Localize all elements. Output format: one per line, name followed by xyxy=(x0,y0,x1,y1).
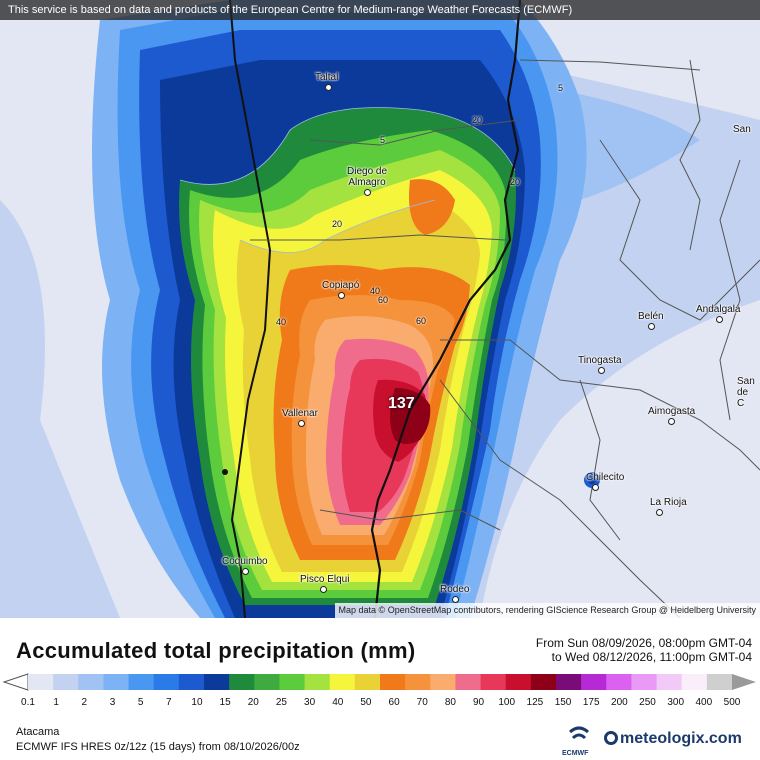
city-label[interactable]: Belén xyxy=(638,311,664,333)
ecmwf-logo-text: ECMWF xyxy=(562,750,589,757)
contour-label: 60 xyxy=(416,316,427,326)
colorbar-tick-label: 30 xyxy=(304,697,316,708)
contour-label: 20 xyxy=(332,219,343,229)
city-label[interactable]: San de C xyxy=(737,376,755,409)
colorbar-max-arrow xyxy=(732,674,756,690)
city-label[interactable]: Tinogasta xyxy=(578,355,622,377)
meteologix-logo[interactable]: meteologix.com xyxy=(604,730,742,748)
colorbar-segment xyxy=(28,674,54,690)
contour-label: 20 xyxy=(472,115,483,125)
colorbar-tick-label: 500 xyxy=(723,697,741,708)
colorbar-segment xyxy=(354,674,381,690)
colorbar-tick-label: 20 xyxy=(247,697,259,708)
colorbar-tick-label: 400 xyxy=(695,697,713,708)
colorbar-tick-label: 25 xyxy=(275,697,287,708)
colorbar-segment xyxy=(530,674,557,690)
colorbar-segment xyxy=(78,674,104,690)
colorbar-segment xyxy=(204,674,230,690)
colorbar-segment xyxy=(329,674,356,690)
city-label[interactable]: La Rioja xyxy=(650,497,687,519)
colorbar-segment xyxy=(556,674,582,690)
colorbar-segment xyxy=(279,674,306,690)
city-label[interactable]: San xyxy=(733,124,751,135)
colorbar-tick-label: 40 xyxy=(332,697,344,708)
period-to: to Wed 08/12/2026, 11:00pm GMT-04 xyxy=(551,650,752,664)
colorbar-tick-label: 125 xyxy=(526,697,544,708)
colorbar-tick-label: 3 xyxy=(109,697,116,708)
colorbar-segment xyxy=(153,674,180,690)
colorbar-tick-label: 60 xyxy=(388,697,400,708)
colorbar-segment xyxy=(405,674,431,690)
city-label[interactable]: Rodeo xyxy=(440,584,469,606)
colorbar-segment xyxy=(581,674,607,690)
contour-label: 60 xyxy=(378,295,389,305)
contour-label: 40 xyxy=(370,286,381,296)
colorbar-segment xyxy=(430,674,456,690)
colorbar-tick-label: 15 xyxy=(219,697,231,708)
city-label[interactable]: Pisco Elqui xyxy=(300,574,349,596)
city-label[interactable]: Chilecito xyxy=(586,472,624,494)
data-source-banner: This service is based on data and produc… xyxy=(0,0,760,20)
city-label[interactable]: Vallenar xyxy=(282,408,318,430)
colorbar-segment xyxy=(304,674,331,690)
city-label[interactable]: Copiapó xyxy=(322,280,359,302)
contour-label: 20 xyxy=(510,177,521,187)
colorbar-min-arrow xyxy=(2,673,29,691)
max-precipitation-label: 137 xyxy=(388,395,415,412)
city-label[interactable]: Coquimbo xyxy=(222,556,268,578)
colorbar-segment xyxy=(229,674,255,690)
contour-label: 5 xyxy=(558,83,564,93)
legend-panel: Accumulated total precipitation (mm) Fro… xyxy=(0,618,760,760)
colorbar-tick-label: 200 xyxy=(611,697,628,708)
colorbar-tick-label: 90 xyxy=(472,697,485,708)
colorbar-segment xyxy=(254,674,280,690)
colorbar-segment xyxy=(706,674,733,690)
colorbar-tick-label: 0.1 xyxy=(21,697,35,708)
colorbar-segment xyxy=(380,674,406,690)
contour-label: 5 xyxy=(380,135,386,145)
precipitation-map[interactable]: This service is based on data and produc… xyxy=(0,0,760,618)
city-label[interactable]: Taltal xyxy=(315,72,338,94)
colorbar-tick-label: 5 xyxy=(137,697,144,708)
colorbar-tick-label: 1 xyxy=(53,697,59,708)
colorbar-segment xyxy=(606,674,632,690)
colorbar-tick-label: 250 xyxy=(639,697,656,708)
colorbar-tick-label: 70 xyxy=(416,697,428,708)
contour-label: 40 xyxy=(276,317,287,327)
period-from: From Sun 08/09/2026, 08:00pm GMT-04 xyxy=(535,636,752,650)
colorbar-tick-label: 50 xyxy=(360,697,372,708)
colorbar-tick-label: 300 xyxy=(667,697,685,708)
map-title: Accumulated total precipitation (mm) xyxy=(16,638,416,663)
colorbar-segment xyxy=(178,674,205,690)
city-label[interactable]: Andalgalá xyxy=(696,304,740,326)
meteologix-logo-icon xyxy=(604,731,618,745)
colorbar-tick-label: 10 xyxy=(191,697,203,708)
colorbar-segment xyxy=(128,674,155,690)
forecast-period: From Sun 08/09/2026, 08:00pm GMT-04 to W… xyxy=(536,636,752,664)
colorbar-tick-label: 7 xyxy=(166,697,172,708)
ecmwf-logo-icon[interactable] xyxy=(562,722,596,756)
city-label[interactable]: Aimogasta xyxy=(648,406,695,428)
city-label[interactable]: Diego de Almagro xyxy=(347,166,387,199)
colorbar-tick-label: 2 xyxy=(81,697,88,708)
colorbar-tick-label: 80 xyxy=(444,697,456,708)
region-label: Atacama xyxy=(16,726,60,738)
map-attribution: Map data © OpenStreetMap contributors, r… xyxy=(334,603,760,618)
colorbar-segment xyxy=(480,674,507,690)
colorbar-segment xyxy=(455,674,482,690)
colorbar-segment xyxy=(681,674,708,690)
colorbar-segment xyxy=(505,674,532,690)
colorbar-tick-label: 150 xyxy=(554,697,572,708)
meteologix-logo-text: meteologix.com xyxy=(620,730,742,747)
colorbar-segment xyxy=(631,674,658,690)
colorbar-segment xyxy=(656,674,683,690)
map-canvas xyxy=(0,0,760,618)
colorbar-tick-label: 100 xyxy=(498,697,516,708)
colorbar-segment xyxy=(103,674,130,690)
model-run-label: ECMWF IFS HRES 0z/12z (15 days) from 08/… xyxy=(16,741,300,753)
colorbar xyxy=(2,673,756,691)
colorbar-segment xyxy=(53,674,79,690)
colorbar-tick-label: 175 xyxy=(582,697,600,708)
